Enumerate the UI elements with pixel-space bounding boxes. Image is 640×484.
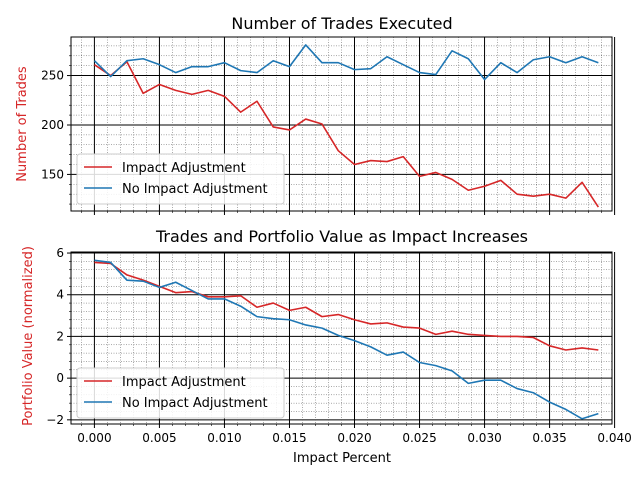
x-tick-label: 0.040 xyxy=(597,431,631,445)
bottom-ticks: 0.000 0.005 0.010 0.015 0.020 0.025 0.030 0.035… xyxy=(46,246,631,445)
x-axis-label: Impact Percent xyxy=(293,451,391,466)
bottom-y-tick-label: −2 xyxy=(46,413,64,427)
top-y-tick-label: 200 xyxy=(41,118,64,132)
bottom-y-axis-label: Portfolio Value (normalized) xyxy=(21,246,36,426)
bottom-y-tick-label: 6 xyxy=(56,246,64,260)
x-tick-label: 0.020 xyxy=(337,431,371,445)
x-tick-label: 0.025 xyxy=(402,431,436,445)
bottom-series-line-impact xyxy=(94,261,599,351)
top-chart: 150 200 250 Number of Trades Executed Numb… xyxy=(15,14,616,215)
x-tick-label: 0.035 xyxy=(532,431,566,445)
top-y-tick-label: 250 xyxy=(41,69,64,83)
top-series-line-no-impact xyxy=(93,44,599,81)
top-y-axis-label: Number of Trades xyxy=(15,66,30,182)
top-legend-impact-label: Impact Adjustment xyxy=(122,161,246,176)
top-series-line-impact xyxy=(93,60,600,208)
top-legend-box xyxy=(76,153,285,205)
top-series xyxy=(93,44,600,208)
bottom-y-tick-label: 2 xyxy=(56,329,64,343)
bottom-y-tick-label: 0 xyxy=(56,371,64,385)
bottom-series-line-no-impact xyxy=(94,259,599,420)
top-legend-no-impact-label: No Impact Adjustment xyxy=(122,182,268,197)
bottom-legend: Impact Adjustment No Impact Adjustment xyxy=(76,367,285,419)
x-tick-label: 0.005 xyxy=(142,431,176,445)
bottom-chart-title: Trades and Portfolio Value as Impact Inc… xyxy=(155,227,528,246)
top-legend: Impact Adjustment No Impact Adjustment xyxy=(76,153,285,205)
bottom-series xyxy=(94,259,599,420)
x-tick-label: 0.000 xyxy=(77,431,111,445)
bottom-y-tick-label: 4 xyxy=(56,288,64,302)
x-tick-label: 0.015 xyxy=(272,431,306,445)
top-ticks: 150 200 250 xyxy=(41,45,616,215)
top-chart-title: Number of Trades Executed xyxy=(231,14,452,33)
bottom-legend-impact-label: Impact Adjustment xyxy=(122,375,246,390)
x-tick-label: 0.030 xyxy=(467,431,501,445)
bottom-legend-box xyxy=(76,367,285,419)
x-tick-label: 0.010 xyxy=(207,431,241,445)
bottom-legend-no-impact-label: No Impact Adjustment xyxy=(122,396,268,411)
bottom-chart: 0.000 0.005 0.010 0.015 0.020 0.025 0.030 0.035… xyxy=(21,227,632,466)
top-y-tick-label: 150 xyxy=(41,167,64,181)
